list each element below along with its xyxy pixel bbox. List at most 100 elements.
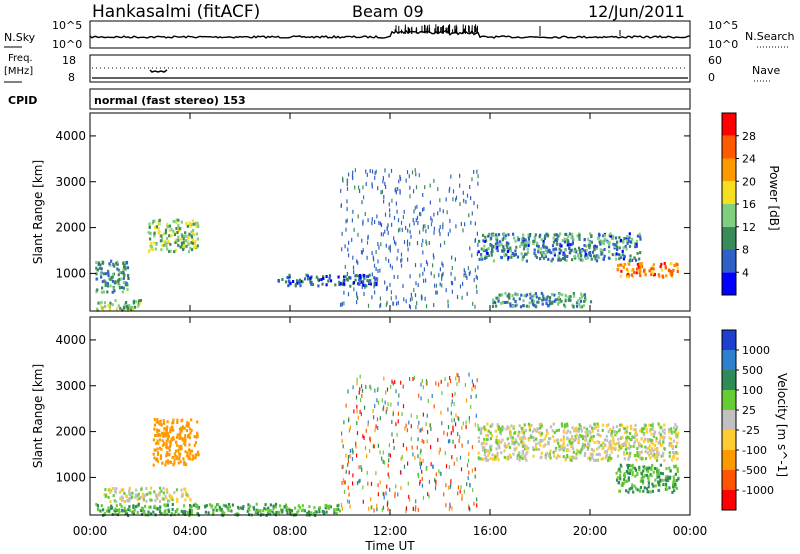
powerData-px-851	[603, 233, 606, 237]
velData-px-343	[170, 437, 173, 441]
velData-px-803	[557, 428, 560, 432]
velData-px-983	[495, 454, 498, 458]
powerData-px-1211	[346, 178, 348, 183]
velData-px-1021	[571, 426, 574, 430]
powerData-px-773	[525, 252, 528, 256]
velData-px-166	[166, 503, 169, 507]
powerData-px-1113	[356, 291, 358, 296]
velData-px-822	[524, 429, 528, 432]
velData-px-727	[596, 447, 599, 451]
velData-px-1095	[650, 438, 653, 442]
powerData-px-314	[288, 275, 291, 279]
powerData-px-268	[180, 241, 183, 245]
powerData-px-1346	[425, 278, 427, 283]
velData-px-1314	[489, 457, 492, 461]
powerData-px-155	[193, 245, 196, 249]
velData-px-812	[505, 427, 508, 431]
velData-px-1350	[645, 466, 648, 470]
velData-px-229	[307, 510, 311, 514]
velData-px-437	[168, 453, 171, 457]
powerData-px-1467	[433, 230, 435, 235]
velData-px-1375	[661, 472, 664, 476]
velData-px-175	[187, 511, 190, 514]
powerData-px-597	[591, 250, 594, 254]
powerData-px-1303	[369, 169, 371, 173]
velData-px-1051	[612, 437, 615, 441]
vel-cbar-label-0: 1000	[742, 344, 770, 357]
velData-px-1717	[410, 413, 412, 418]
velData-px-1727	[345, 469, 347, 474]
power-cbar-label-4: 20	[742, 175, 756, 188]
velData-px-896	[638, 451, 642, 454]
powerData-px-1126	[474, 304, 476, 309]
cpid-frame	[89, 88, 691, 110]
velData-px-1676	[473, 501, 475, 506]
velData-px-1662	[373, 415, 375, 420]
powerData-px-1151	[377, 269, 379, 273]
velData-px-1728	[381, 398, 383, 403]
velData-px-525	[128, 489, 131, 493]
velData-px-375	[180, 447, 183, 450]
velData-px-1615	[468, 416, 470, 421]
velData-px-1876	[345, 453, 347, 458]
powerData-px-1178	[477, 265, 479, 270]
velData-px-517	[162, 491, 165, 495]
velData-px-907	[531, 429, 534, 433]
powerData-px-1297	[391, 198, 393, 203]
velData-px-1240	[563, 423, 567, 427]
powerData-px-540	[595, 259, 599, 263]
powerData-px-1323	[476, 276, 478, 281]
velData-px-1175	[566, 454, 569, 457]
velData-px-1569	[460, 467, 463, 472]
velData-px-1700	[349, 425, 351, 430]
velData-px-15	[140, 512, 143, 516]
powerData-px-266	[160, 248, 163, 252]
powerData-px-930	[624, 262, 627, 266]
powerData-px-612	[608, 240, 611, 244]
velData-px-1504	[617, 481, 620, 485]
powerData-px-1220	[411, 296, 413, 301]
velData-px-960	[651, 425, 654, 429]
velData-px-1839	[344, 480, 346, 485]
velData-px-1549	[365, 428, 367, 433]
velData-px-1610	[467, 476, 469, 480]
powerData-px-1386	[388, 258, 390, 263]
velData-px-1710	[425, 381, 428, 386]
velData-px-1188	[655, 436, 658, 440]
velData-px-1161	[577, 440, 580, 444]
velData-px-160	[237, 505, 240, 509]
powerData-px-872	[651, 265, 654, 269]
velData-px-1414	[671, 482, 675, 486]
power-heatmap	[95, 168, 679, 312]
velData-px-1311	[648, 429, 652, 433]
velData-px-612	[566, 424, 569, 428]
velData-px-605	[170, 495, 173, 499]
velData-px-225	[283, 505, 286, 509]
powerData-px-987	[575, 301, 579, 305]
powerData-px-160	[166, 222, 169, 226]
powerData-px-1042	[492, 300, 495, 304]
powerData-px-770	[541, 251, 544, 255]
powerData-px-440	[565, 259, 568, 262]
powerData-px-192	[174, 248, 177, 252]
velData-px-1613	[464, 383, 466, 387]
powerData-px-267	[191, 219, 194, 223]
velData-px-1155	[628, 446, 631, 450]
powerData-px-1177	[356, 259, 358, 264]
velData-px-1716	[418, 420, 420, 425]
powerData-px-553	[574, 249, 577, 253]
powerData-px-862	[541, 254, 544, 257]
powerData-px-17	[123, 304, 126, 308]
velData-px-167	[328, 504, 331, 508]
velData-px-106	[327, 506, 330, 510]
powerData-px-1060	[514, 299, 517, 303]
powerData-px-246	[190, 241, 193, 245]
velData-px-11	[190, 505, 193, 509]
velData-px-417	[166, 420, 169, 424]
velData-px-1479	[616, 476, 619, 480]
powerData-px-1327	[357, 214, 359, 219]
velData-px-1596	[419, 481, 421, 486]
powerData-px-1306	[462, 190, 464, 195]
powerData-px-741	[546, 250, 549, 254]
velData-px-555	[123, 492, 126, 495]
